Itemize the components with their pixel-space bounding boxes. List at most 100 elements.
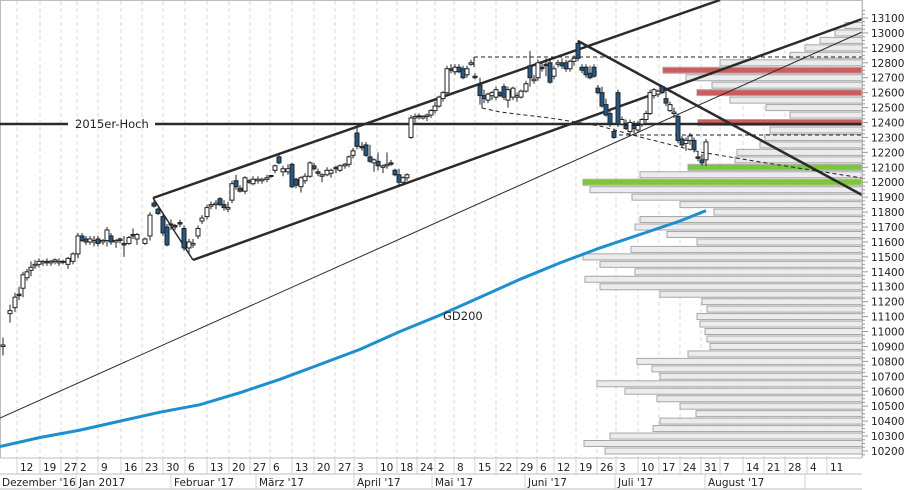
volume-bar [679,402,863,410]
bullish-candle [342,163,348,167]
bullish-candle [199,217,205,222]
bullish-candle [440,92,446,100]
x-day-label: 10 [380,462,393,474]
volume-bar [599,260,863,268]
bullish-candle [213,202,219,206]
bearish-candle [217,198,223,206]
bullish-candle [619,119,625,125]
bearish-candle [623,124,629,129]
x-day-label: 13 [210,462,223,474]
channel-lower-line [192,17,863,262]
y-tick-label: 12200 [871,147,904,159]
bearish-candle [501,86,507,98]
bullish-candle [514,95,520,98]
volume-bar [706,335,863,343]
x-day-label: 3 [619,462,626,474]
bearish-candle [151,202,157,207]
volume-bar [804,44,863,52]
bullish-candle [535,62,541,79]
bearish-candle [79,235,85,241]
bullish-candle [424,114,430,118]
bullish-candle [400,177,406,183]
bearish-candle [359,145,365,149]
trend-lines [0,0,863,419]
bearish-candle [233,180,239,188]
x-day-label: 17 [662,462,675,474]
long-term-support-line [0,31,863,419]
x-month-label: Juni '17 [527,477,567,489]
x-month-label: März '17 [259,477,304,489]
x-month-label: Dezember '16 [2,477,76,489]
y-tick-label: 10500 [871,401,904,413]
gd200-polyline [0,209,707,448]
annotation-label: GD200 [443,309,483,323]
x-month-label: Mai '17 [435,477,473,489]
bullish-candle [12,296,18,309]
bearish-candle [276,156,282,164]
x-day-label: 15 [478,462,491,474]
lower-dashed-curve-line [481,107,863,179]
volume-bar [696,238,863,246]
bullish-candle [493,89,499,98]
bearish-candle [221,204,227,209]
x-day-label: 24 [683,462,697,474]
y-tick-label: 11500 [871,252,904,264]
bullish-candle [412,116,418,119]
bullish-candle [87,238,93,243]
bullish-candle [687,135,693,141]
bearish-candle [699,159,705,164]
y-tick-label: 12900 [871,43,904,55]
bullish-candle [371,159,377,164]
bullish-candle [655,90,661,95]
bullish-candle [647,92,653,115]
bullish-candle [32,263,38,267]
bullish-candle [635,124,641,131]
x-day-label: 27 [64,462,77,474]
y-tick-label: 12400 [871,118,904,130]
bearish-candle [448,68,454,71]
bullish-candle [190,242,196,246]
bearish-candle [396,174,402,183]
y-tick-label: 10800 [871,356,904,368]
bullish-candle [298,177,304,188]
bearish-candle [108,235,114,243]
bullish-candle [432,105,438,112]
gd200-line [0,209,707,448]
red-zone-bar [663,67,862,73]
bullish-candle [510,87,516,98]
bullish-candle [91,239,97,243]
x-day-label: 3 [357,462,364,474]
y-tick-label: 13000 [871,28,904,40]
bullish-candle [7,310,13,315]
bearish-candle [237,187,243,192]
bullish-candle [555,62,561,65]
y-tick-label: 11900 [871,192,904,204]
bearish-candle [663,98,669,104]
bearish-candle [333,166,339,170]
volume-bar [736,148,863,156]
x-day-label: 12 [557,462,570,474]
x-day-label: 28 [788,462,801,474]
x-day-label: 30 [166,462,179,474]
bearish-candle [547,62,553,83]
x-day-label: 29 [520,462,533,474]
x-day-label: 6 [540,462,547,474]
y-tick-label: 12300 [871,132,904,144]
bearish-candle [289,163,295,188]
y-tick-label: 10400 [871,416,904,428]
bearish-candle [563,62,569,70]
bullish-candle [307,162,313,177]
volume-bar [701,298,863,306]
volume-bar [639,216,863,224]
bullish-candle [264,177,270,180]
bullish-candle [350,150,356,156]
volume-bar [834,29,863,37]
bullish-candle [40,260,46,264]
x-axis: 12 19 27 2 9 16 23 30 6 13 20 27 6 13 20 27 3 10 18 24 2 8 15 2… [0,457,863,490]
candlesticks [0,40,709,356]
bearish-candle [603,104,609,116]
volume-bar [596,380,863,388]
bearish-candle [527,65,533,79]
volume-profile [582,21,863,455]
bullish-candle [147,214,153,237]
